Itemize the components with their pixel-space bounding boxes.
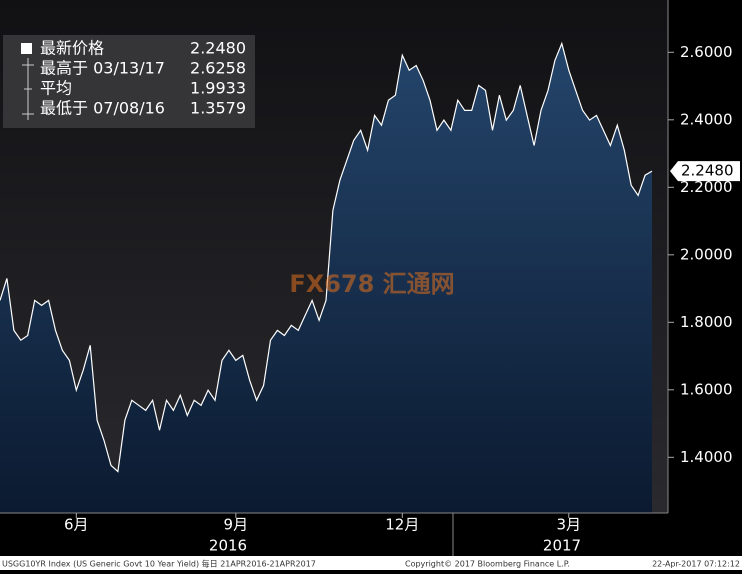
last-value-tag [670, 161, 740, 182]
x-tick-label: 9月 [224, 516, 249, 534]
year-label: 2016 [209, 537, 247, 555]
area [0, 43, 652, 513]
y-tick-label: 1.4000 [680, 448, 733, 466]
x-tick-label: 3月 [556, 516, 581, 534]
stat-value: 2.6258 [190, 59, 246, 78]
x-tick-label: 6月 [64, 516, 89, 534]
stat-value: 1.3579 [190, 99, 246, 118]
y-tick-label: 2.0000 [680, 245, 733, 263]
y-tick-label: 1.6000 [680, 380, 733, 398]
legend-icon [22, 58, 34, 120]
x-tick-label: 12月 [385, 516, 419, 534]
watermark: FX678 汇通网 [289, 270, 454, 298]
line [0, 41, 653, 473]
stat-name: 最高于 03/13/17 [40, 59, 165, 78]
y-tick-label: 1.8000 [680, 313, 733, 331]
year-label: 2017 [543, 537, 581, 555]
footer-text: Copyright© 2017 Bloomberg Finance L.P. [405, 560, 570, 569]
legend-box [3, 35, 255, 128]
stat-value: 2.2480 [190, 39, 246, 58]
y-tick-label: 2.4000 [680, 110, 733, 128]
y-tick-label: 2.2000 [680, 178, 733, 196]
footer-text: USGG10YR Index (US Generic Govt 10 Year … [2, 559, 316, 569]
stat-name: 平均 [40, 79, 72, 98]
stat-name: 最新价格 [40, 39, 104, 58]
last-value-label: 2.2480 [681, 162, 734, 180]
stat-name: 最低于 07/08/16 [40, 99, 165, 118]
legend-icon [21, 43, 32, 54]
stat-value: 1.9933 [190, 79, 246, 98]
footer-bar [0, 556, 742, 570]
footer-text: 22-Apr-2017 07:12:12 [652, 560, 740, 569]
y-tick-label: 2.6000 [680, 43, 733, 61]
